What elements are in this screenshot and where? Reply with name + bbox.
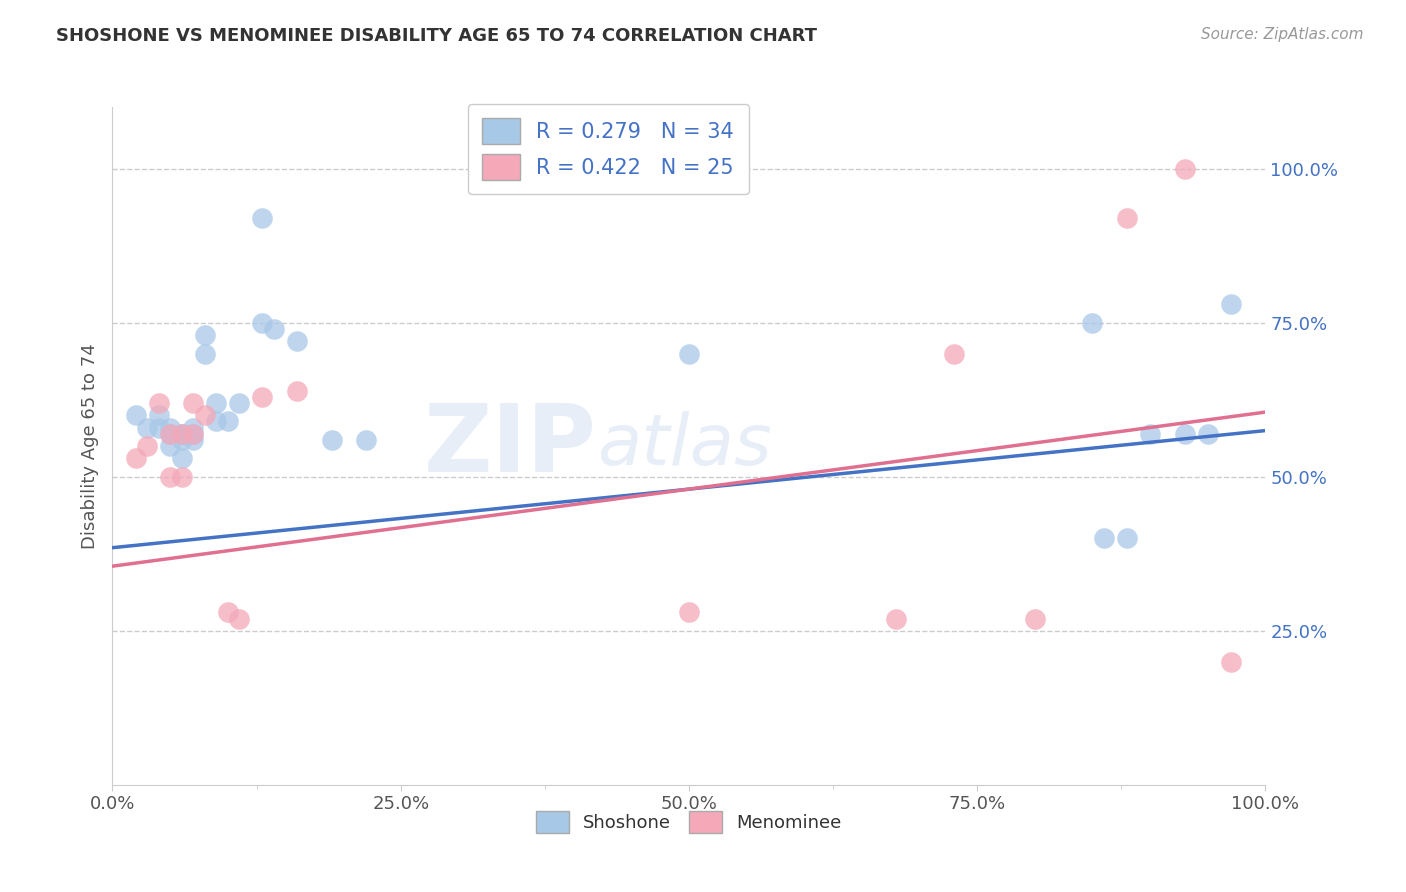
Point: [678, 606, 700, 620]
Point: [181, 426, 204, 441]
Point: [1174, 161, 1197, 176]
Point: [886, 611, 908, 625]
Point: [1174, 426, 1197, 441]
Point: [205, 414, 228, 428]
Legend: Shoshone, Menominee: Shoshone, Menominee: [526, 800, 852, 844]
Point: [170, 426, 193, 441]
Point: [148, 396, 170, 410]
Text: SHOSHONE VS MENOMINEE DISABILITY AGE 65 TO 74 CORRELATION CHART: SHOSHONE VS MENOMINEE DISABILITY AGE 65 …: [56, 27, 817, 45]
Point: [263, 322, 285, 336]
Point: [1219, 655, 1241, 669]
Point: [321, 433, 343, 447]
Point: [170, 426, 193, 441]
Text: atlas: atlas: [596, 411, 772, 481]
Point: [252, 316, 274, 330]
Point: [354, 433, 377, 447]
Point: [194, 346, 217, 360]
Point: [170, 426, 193, 441]
Point: [159, 439, 181, 453]
Point: [170, 451, 193, 466]
Point: [285, 384, 308, 398]
Y-axis label: Disability Age 65 to 74: Disability Age 65 to 74: [80, 343, 98, 549]
Point: [181, 426, 204, 441]
Point: [1139, 426, 1161, 441]
Point: [159, 426, 181, 441]
Point: [181, 420, 204, 434]
Point: [1219, 297, 1241, 311]
Point: [252, 390, 274, 404]
Point: [252, 211, 274, 225]
Point: [217, 606, 239, 620]
Point: [1081, 316, 1104, 330]
Point: [170, 470, 193, 484]
Point: [1092, 532, 1115, 546]
Point: [159, 420, 181, 434]
Point: [124, 451, 146, 466]
Point: [285, 334, 308, 349]
Point: [124, 408, 146, 422]
Point: [136, 420, 159, 434]
Point: [159, 470, 181, 484]
Point: [170, 433, 193, 447]
Point: [1197, 426, 1219, 441]
Point: [1116, 532, 1139, 546]
Point: [943, 346, 966, 360]
Point: [228, 396, 250, 410]
Point: [181, 396, 204, 410]
Point: [1024, 611, 1046, 625]
Point: [194, 408, 217, 422]
Text: ZIP: ZIP: [423, 400, 596, 492]
Point: [205, 396, 228, 410]
Point: [228, 611, 250, 625]
Point: [217, 414, 239, 428]
Point: [678, 346, 700, 360]
Point: [1116, 211, 1139, 225]
Point: [181, 433, 204, 447]
Point: [148, 420, 170, 434]
Point: [159, 426, 181, 441]
Point: [136, 439, 159, 453]
Point: [194, 328, 217, 343]
Text: Source: ZipAtlas.com: Source: ZipAtlas.com: [1201, 27, 1364, 42]
Point: [148, 408, 170, 422]
